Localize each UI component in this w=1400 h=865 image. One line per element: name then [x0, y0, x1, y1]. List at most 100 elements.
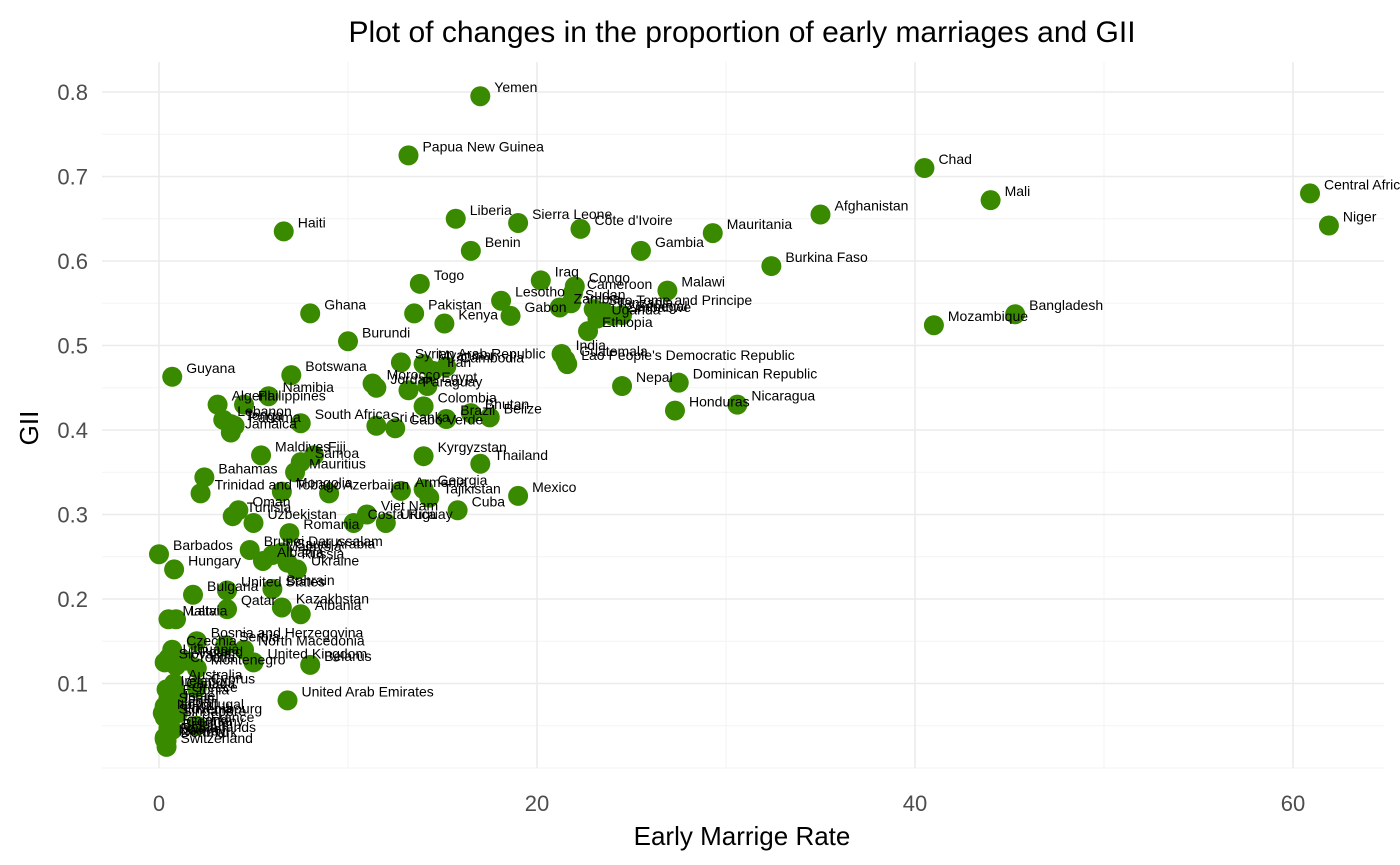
point-label: Luxembourg	[184, 700, 262, 716]
data-point	[508, 212, 529, 233]
y-tick-label: 0.5	[57, 334, 88, 359]
point-label: Belize	[504, 400, 542, 416]
data-point	[1005, 304, 1026, 325]
point-label: Germany	[186, 713, 244, 729]
data-point	[390, 480, 411, 501]
point-label: Haiti	[298, 214, 326, 230]
y-axis-ticks: 0.1 0.2 0.3 0.4 0.5 0.6 0.7 0.8	[57, 80, 88, 697]
data-point	[657, 280, 678, 301]
data-point	[470, 86, 491, 107]
point-label: North Macedonia	[258, 633, 365, 649]
point-label: Poland	[199, 644, 243, 660]
data-point	[447, 500, 468, 521]
point-label: Slovenia	[179, 700, 233, 716]
point-label: Canada	[186, 675, 235, 691]
data-point	[1300, 183, 1321, 204]
point-label: Armenia	[415, 474, 467, 490]
data-point	[194, 467, 215, 488]
point-label: Georgia	[438, 472, 488, 488]
data-point	[273, 221, 294, 242]
data-point	[404, 303, 425, 324]
y-tick-label: 0.1	[57, 672, 88, 697]
data-point	[366, 415, 387, 436]
point-label: Syrian Arab Republic	[415, 345, 546, 361]
data-points	[149, 86, 1339, 757]
point-label: South Africa	[315, 406, 391, 422]
point-label: Gambia	[655, 234, 704, 250]
data-point	[1318, 215, 1339, 236]
point-label: Saudi Arabia	[296, 536, 376, 552]
point-label: Lesotho	[515, 284, 565, 300]
data-point	[417, 376, 438, 397]
point-label: Congo	[589, 269, 630, 285]
data-point	[923, 315, 944, 336]
point-label: Afghanistan	[835, 198, 909, 214]
data-point	[385, 418, 406, 439]
data-point	[207, 394, 228, 415]
point-label: Sweden	[179, 721, 230, 737]
grid	[102, 62, 1384, 769]
data-point	[186, 658, 207, 679]
data-point	[436, 409, 457, 430]
point-label: Israel	[184, 688, 218, 704]
point-label: Bangladesh	[1029, 297, 1103, 313]
x-tick-label: 20	[525, 791, 549, 816]
data-point	[602, 305, 623, 326]
point-label: Lebanon	[237, 403, 292, 419]
point-label: Zimbabwe	[627, 299, 692, 315]
point-label: Sierra Leone	[532, 206, 612, 222]
point-label: Belgium	[182, 716, 233, 732]
point-label: United States	[241, 574, 325, 590]
point-label: Cyprus	[211, 671, 255, 687]
point-label: Croatia	[190, 649, 235, 665]
point-label: Uruguay	[400, 506, 453, 522]
data-point	[190, 483, 211, 504]
data-point	[500, 305, 521, 326]
point-label: Egypt	[441, 369, 477, 385]
point-label: Ghana	[324, 296, 366, 312]
point-label: Gabon	[525, 299, 567, 315]
data-point	[470, 453, 491, 474]
data-point	[423, 360, 444, 381]
point-label: Japan	[181, 694, 219, 710]
data-point	[343, 512, 364, 533]
data-point	[413, 396, 434, 417]
point-label: Guyana	[186, 360, 235, 376]
data-point	[217, 599, 238, 620]
data-point	[727, 394, 748, 415]
point-label: Netherlands	[181, 719, 257, 735]
point-label: Botswana	[305, 358, 367, 374]
point-label: Lithuania	[182, 641, 239, 657]
point-label: Pakistan	[428, 296, 482, 312]
data-point	[243, 652, 264, 673]
data-point	[258, 386, 279, 407]
data-point	[914, 158, 935, 179]
point-label: Benin	[485, 234, 521, 250]
y-tick-label: 0.7	[57, 165, 88, 190]
data-point	[186, 677, 207, 698]
point-label: Russia	[302, 546, 345, 562]
point-label: Bahamas	[218, 460, 277, 476]
point-label: Norway	[179, 722, 226, 738]
point-label: Honduras	[689, 394, 750, 410]
point-label: Italy	[177, 696, 203, 712]
point-label: Niger	[1343, 209, 1377, 225]
point-label: Cuba	[472, 493, 506, 509]
data-point	[300, 303, 321, 324]
point-label: Burundi	[362, 324, 410, 340]
data-point	[557, 354, 578, 375]
data-point	[980, 190, 1001, 211]
point-label: Portugal	[192, 696, 244, 712]
point-label: Montenegro	[211, 651, 286, 667]
x-tick-label: 0	[153, 791, 165, 816]
point-label: Papua New Guinea	[422, 138, 544, 154]
data-point	[434, 313, 455, 334]
data-point	[166, 609, 187, 630]
point-label: Belarus	[324, 648, 371, 664]
point-label: Greece	[192, 679, 238, 695]
point-label: Tonga	[245, 407, 283, 423]
point-label: Iran	[447, 354, 471, 370]
data-point	[810, 204, 831, 225]
data-point	[162, 366, 183, 387]
